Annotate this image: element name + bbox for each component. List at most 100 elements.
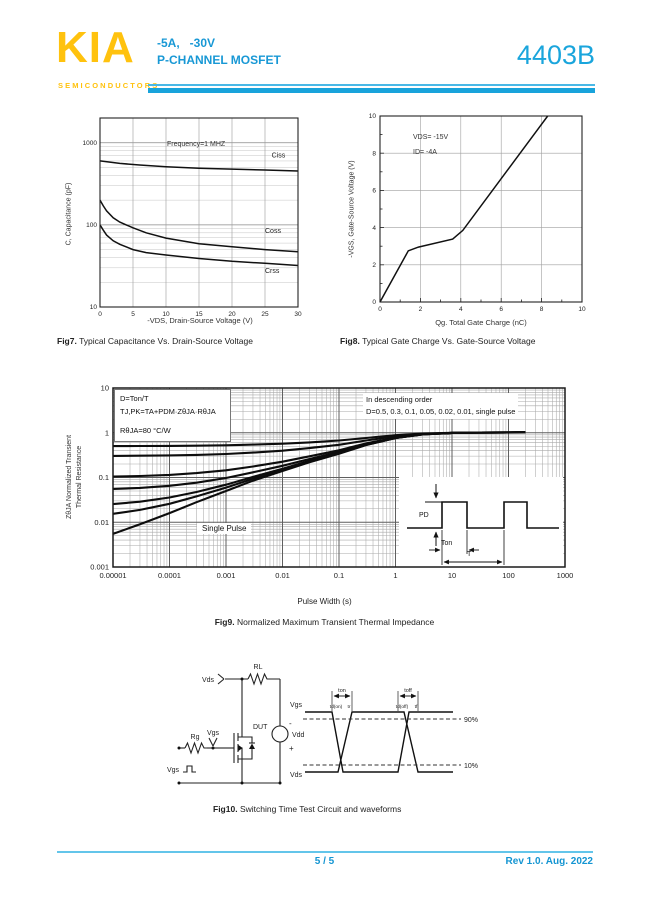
fig8-caption-text: Typical Gate Charge Vs. Gate-Source Volt… (362, 336, 536, 346)
tick-label: 0 (98, 311, 102, 318)
fig9-formula-box: D=Ton/T TJ,PK=TA+PDM·ZθJA·RθJA RθJA=80 °… (114, 389, 231, 442)
kia-logo: KIA (56, 23, 135, 72)
toff-label: toff (404, 688, 412, 694)
header-rule-thin (148, 84, 595, 86)
tick-label: 8 (372, 150, 376, 157)
vds-probe-label: Vds (202, 677, 215, 684)
tick-label: 1000 (557, 571, 574, 580)
fig7-caption-text: Typical Capacitance Vs. Drain-Source Vol… (79, 336, 253, 346)
tick-label: 15 (195, 311, 203, 318)
fig9-y-axis-label-line2: Thermal Resistance (76, 445, 83, 509)
tick-label: 0.01 (94, 518, 109, 527)
tick-label: 8 (540, 306, 544, 313)
fig9-y-axis-label: ZθJA Normalized Transient Thermal Resist… (65, 435, 85, 519)
tick-label: 0.1 (334, 571, 344, 580)
tick-label: 10 (578, 306, 586, 313)
level-10-label: 10% (464, 763, 478, 770)
fig9-caption-text: Normalized Maximum Transient Thermal Imp… (236, 617, 435, 627)
series-label-Coss: Coss (265, 228, 281, 235)
series-label-Ciss: Ciss (272, 153, 286, 160)
tick-label: 1 (393, 571, 397, 580)
curve-Crss (99, 224, 299, 267)
tf-label: tf (415, 704, 418, 710)
fig9-plot-border (112, 387, 566, 568)
header: KIA SEMICONDUCTORS -5A, -30V P-CHANNEL M… (0, 0, 649, 100)
vgs-source-label: Vgs (167, 767, 180, 774)
tick-label: 2 (419, 306, 423, 313)
fig9-inset-pd-label: PD (419, 512, 429, 519)
revision-text: Rev 1.0. Aug. 2022 (505, 856, 593, 867)
tick-label: 6 (499, 306, 503, 313)
fig9-caption-prefix: Fig9. (214, 617, 235, 627)
tick-label: 0.1 (99, 473, 109, 482)
curve-duty-0.01 (112, 431, 526, 515)
vgs-probe-label: Vgs (207, 730, 220, 737)
tick-label: 1000 (83, 140, 98, 147)
fig9-formula-rtheta: RθJA=80 °C/W (120, 426, 171, 435)
vdd-label: Vdd (292, 732, 305, 739)
fig7-capacitance-chart: Ciss Coss Crss 0 5 10 15 20 25 30 10 100 1000 (83, 117, 302, 318)
tick-label: 30 (294, 311, 302, 318)
fig8-gate-charge-chart: 0 2 4 6 8 10 0 2 4 6 8 10 (369, 113, 586, 313)
level-90-label: 90% (464, 717, 478, 724)
fig10-caption-text: Switching Time Test Circuit and waveform… (239, 804, 402, 814)
tick-label: 10 (90, 304, 98, 311)
switching-test-circuit (177, 672, 289, 785)
tick-label: 10 (448, 571, 456, 580)
fig9-legend-line2: D=0.5, 0.3, 0.1, 0.05, 0.02, 0.01, singl… (366, 407, 516, 416)
tick-label: 10 (369, 113, 377, 120)
tick-label: 4 (459, 306, 463, 313)
ton-label: ton (338, 688, 346, 694)
rating-line: -5A, -30V (157, 36, 216, 50)
tick-label: 0.001 (90, 563, 109, 572)
tick-label: 5 (131, 311, 135, 318)
tick-label: 0.01 (275, 571, 290, 580)
fig9-single-pulse-label: Single Pulse (197, 523, 252, 534)
vdd-plus-label: + (289, 744, 294, 753)
tick-label: 0 (372, 299, 376, 306)
fig7-annotation: Frequency=1 MHZ (167, 141, 226, 148)
header-rule-thick (148, 88, 595, 93)
tick-label: 100 (86, 222, 97, 229)
curve-gate-charge (379, 115, 549, 303)
tick-label: 2 (372, 262, 376, 269)
tick-label: 20 (228, 311, 236, 318)
fig8-plot: 0 2 4 6 8 10 0 2 4 6 8 10 (369, 113, 586, 313)
tick-label: 1 (105, 428, 109, 437)
fig8-caption: Fig8. Typical Gate Charge Vs. Gate-Sourc… (340, 336, 535, 346)
fig10-switching-test-figure: RL Vds DUT - Vdd + Vgs Rg Vgs Vgs Vds 90… (167, 664, 478, 785)
fig9-legend: In descending order D=0.5, 0.3, 0.1, 0.0… (363, 393, 519, 419)
tick-label: 6 (372, 188, 376, 195)
fig7-plot: Ciss Coss Crss 0 5 10 15 20 25 30 10 100 1000 (83, 117, 302, 318)
fig8-x-axis-label: Qg. Total Gate Charge (nC) (435, 318, 527, 327)
tick-label: 0.001 (217, 571, 236, 580)
tick-label: 0.0001 (158, 571, 181, 580)
fig9-formula-tjpk: TJ,PK=TA+PDM·ZθJA·RθJA (120, 407, 216, 416)
fig7-x-axis-label: -VDS, Drain-Source Voltage (V) (147, 316, 253, 325)
fig9-inset-ton-label: Ton (441, 540, 453, 547)
footer-rule (57, 851, 593, 853)
fig9-inset-pulse-diagram (399, 477, 563, 568)
tick-label: 100 (502, 571, 515, 580)
tick-label: 0.00001 (99, 571, 126, 580)
fig9-formula-duty: D=Ton/T (120, 394, 149, 403)
waveform-vds-label: Vds (290, 772, 303, 779)
tick-label: 0 (378, 306, 382, 313)
tr-label: tr (348, 704, 351, 710)
td-on-label: td(on) (330, 704, 343, 710)
rl-label: RL (254, 664, 263, 671)
fig10-caption-prefix: Fig10. (213, 804, 238, 814)
fig8-caption-prefix: Fig8. (340, 336, 360, 346)
kia-logo-subtext: SEMICONDUCTORS (58, 81, 160, 90)
fig8-y-axis-label: -VGS, Gate-Source Voltage (V) (348, 160, 356, 258)
device-type-line: P-CHANNEL MOSFET (157, 53, 281, 67)
vdd-minus-label: - (289, 719, 292, 728)
tick-label: 25 (261, 311, 269, 318)
fig9-y-axis-label-line1: ZθJA Normalized Transient (66, 434, 73, 520)
curve-Coss (99, 199, 299, 253)
tick-label: 10 (162, 311, 170, 318)
rg-label: Rg (191, 734, 200, 741)
fig9-legend-line1: In descending order (366, 395, 433, 404)
page-indicator: 5 / 5 (314, 856, 335, 867)
